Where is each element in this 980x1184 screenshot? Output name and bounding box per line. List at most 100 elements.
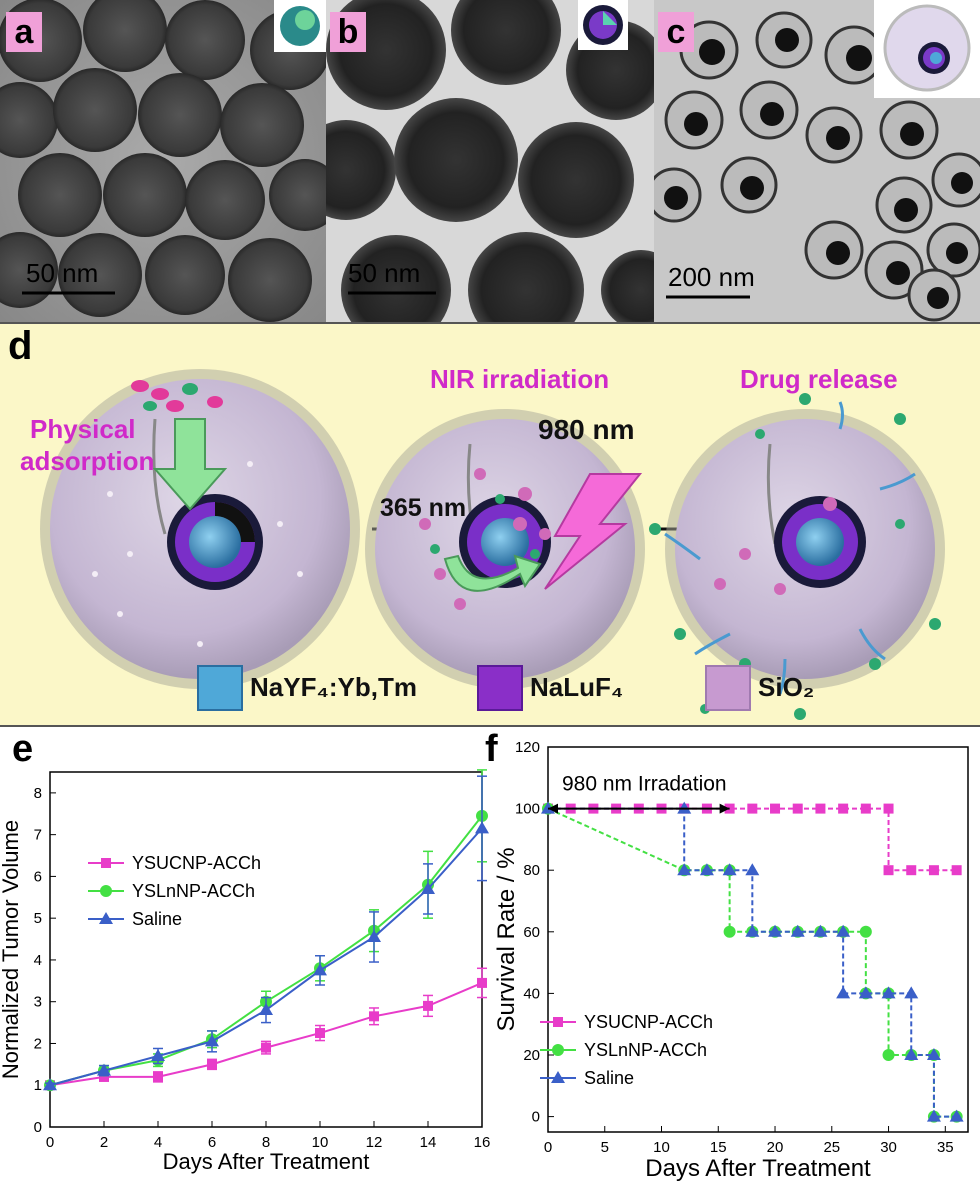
data-point bbox=[313, 963, 327, 976]
legend-label-2: Saline bbox=[132, 909, 182, 929]
label-physical: Physical bbox=[30, 414, 136, 444]
tem-image-b bbox=[326, 0, 654, 322]
data-point bbox=[205, 1034, 219, 1047]
series-line-0 bbox=[548, 807, 957, 872]
panel-label-b: b bbox=[330, 12, 366, 52]
data-point bbox=[677, 863, 692, 876]
y-axis-label: Normalized Tumor Volume bbox=[0, 820, 23, 1079]
y-tick-label: 7 bbox=[34, 827, 42, 844]
data-point bbox=[836, 986, 851, 999]
data-point bbox=[860, 803, 871, 814]
x-tick-label: 30 bbox=[880, 1139, 897, 1156]
legend-label-2: Saline bbox=[584, 1068, 634, 1088]
data-point bbox=[906, 865, 917, 876]
legend-marker-1 bbox=[552, 1044, 564, 1056]
data-point bbox=[369, 1011, 379, 1022]
legend-label-1: YSLnNP-ACCh bbox=[584, 1040, 707, 1060]
y-tick-label: 100 bbox=[515, 801, 540, 818]
x-axis-label: Days After Treatment bbox=[163, 1149, 370, 1174]
legend-marker-0 bbox=[553, 1017, 563, 1027]
data-point bbox=[724, 803, 735, 814]
label-980nm: 980 nm bbox=[538, 414, 635, 445]
label-nir-irradiation: NIR irradiation bbox=[430, 364, 610, 394]
x-tick-label: 10 bbox=[312, 1134, 329, 1151]
data-point bbox=[768, 924, 783, 937]
data-point bbox=[770, 803, 781, 814]
data-point bbox=[926, 1048, 941, 1060]
data-point bbox=[881, 986, 896, 999]
tem-image-c bbox=[654, 0, 980, 322]
data-point bbox=[815, 803, 826, 814]
legend-swatch-2 bbox=[705, 665, 751, 711]
x-tick-label: 35 bbox=[937, 1139, 954, 1156]
data-point bbox=[423, 1000, 433, 1011]
series-2 bbox=[43, 775, 489, 1091]
data-point bbox=[677, 801, 692, 814]
x-tick-label: 20 bbox=[767, 1139, 784, 1156]
y-tick-label: 0 bbox=[532, 1109, 540, 1126]
data-point bbox=[541, 801, 555, 814]
legend-marker-0 bbox=[101, 858, 111, 868]
panel-label-a: a bbox=[6, 12, 42, 52]
y-tick-label: 6 bbox=[34, 868, 42, 885]
tem-panel-a: a 50 nm bbox=[0, 0, 326, 322]
x-tick-label: 14 bbox=[420, 1134, 437, 1151]
data-point bbox=[790, 924, 805, 937]
annotation-arrowhead-right bbox=[719, 803, 730, 814]
x-tick-label: 4 bbox=[154, 1134, 162, 1151]
legend-label-0: YSUCNP-ACCh bbox=[584, 1012, 713, 1032]
x-tick-label: 0 bbox=[46, 1134, 54, 1151]
y-tick-label: 0 bbox=[34, 1119, 42, 1136]
scale-bar-c: 200 nm bbox=[668, 262, 755, 292]
x-tick-label: 16 bbox=[474, 1134, 490, 1151]
scale-bar-a: 50 nm bbox=[26, 258, 99, 288]
y-tick-label: 2 bbox=[34, 1035, 42, 1052]
data-point bbox=[859, 925, 872, 938]
data-point bbox=[43, 1078, 57, 1091]
data-point bbox=[151, 1049, 165, 1061]
legend-label-1: YSLnNP-ACCh bbox=[132, 881, 255, 901]
annotation-arrowhead-left bbox=[548, 803, 558, 814]
x-tick-label: 12 bbox=[366, 1134, 383, 1151]
data-point bbox=[723, 925, 736, 938]
sphere-2 bbox=[365, 409, 645, 689]
label-adsorption: adsorption bbox=[20, 446, 155, 476]
data-point bbox=[904, 1048, 919, 1060]
data-point bbox=[315, 1028, 325, 1039]
data-point bbox=[792, 803, 803, 814]
y-tick-label: 8 bbox=[34, 785, 42, 802]
y-tick-label: 1 bbox=[34, 1077, 42, 1094]
data-point bbox=[928, 865, 939, 876]
panel-label-c: c bbox=[658, 12, 694, 52]
y-tick-label: 3 bbox=[34, 994, 42, 1011]
x-tick-label: 6 bbox=[208, 1134, 216, 1151]
data-point bbox=[261, 1042, 271, 1053]
label-365nm: 365 nm bbox=[380, 494, 467, 522]
data-point bbox=[153, 1071, 163, 1082]
data-point bbox=[747, 803, 758, 814]
data-point bbox=[838, 803, 849, 814]
data-point bbox=[259, 1003, 273, 1016]
data-point bbox=[882, 1049, 895, 1061]
panel-label-d: d bbox=[8, 324, 33, 368]
y-tick-label: 4 bbox=[34, 952, 42, 969]
y-tick-label: 5 bbox=[34, 910, 42, 927]
panel-label-f: f bbox=[485, 728, 498, 770]
data-point bbox=[97, 1063, 111, 1076]
data-point bbox=[858, 986, 873, 999]
plot-frame bbox=[547, 746, 969, 1133]
legend-label-0: YSUCNP-ACCh bbox=[132, 853, 261, 873]
data-point bbox=[367, 929, 381, 942]
legend-swatch-1 bbox=[477, 665, 523, 711]
data-point bbox=[745, 924, 760, 937]
legend-marker-1 bbox=[100, 885, 112, 897]
y-tick-label: 120 bbox=[515, 739, 540, 756]
plot-frame bbox=[49, 771, 483, 1128]
tem-image-a bbox=[0, 0, 326, 322]
data-point bbox=[207, 1059, 217, 1070]
series-0 bbox=[45, 967, 487, 1091]
sphere-3 bbox=[649, 393, 945, 720]
x-tick-label: 2 bbox=[100, 1134, 108, 1151]
legend-swatch-0 bbox=[197, 665, 243, 711]
